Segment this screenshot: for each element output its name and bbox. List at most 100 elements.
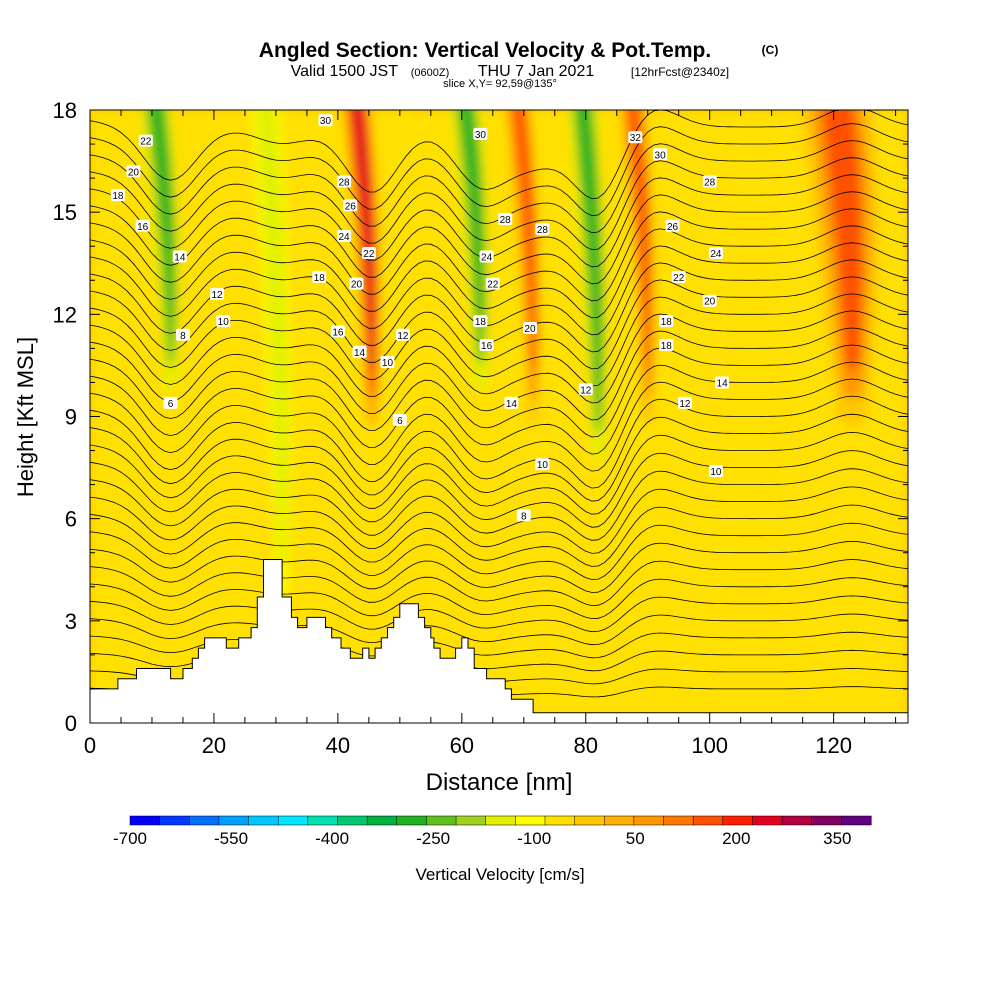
theta-contour-15 — [90, 413, 908, 502]
theta-contour-29 — [90, 174, 908, 268]
valid-date: THU 7 Jan 2021 — [478, 63, 595, 80]
contour-label-text: 10 — [710, 467, 722, 478]
colorbar-swatch — [574, 815, 605, 826]
valid-time-line: Valid 1500 JST (0600Z) THU 7 Jan 2021 [1… — [291, 63, 729, 80]
contour-label-bg — [702, 294, 717, 307]
contour-label: 28 — [337, 175, 352, 189]
velocity-feature-0-level-2 — [150, 110, 174, 338]
contour-label-text: 18 — [661, 317, 673, 328]
contour-label: 22 — [138, 134, 153, 148]
contour-label-text: 12 — [679, 399, 691, 410]
contour-label: 10 — [708, 464, 723, 478]
y-tick-label: 9 — [65, 405, 77, 430]
theta-contour-24 — [90, 259, 908, 353]
contour-label: 22 — [485, 277, 500, 291]
colorbar-swatch — [603, 815, 635, 826]
contour-label-bg — [337, 175, 352, 188]
contour-label-bg — [653, 148, 668, 161]
contour-label-bg — [175, 328, 190, 341]
colorbar-tick-label: 50 — [626, 829, 645, 848]
theta-contour-10 — [90, 504, 908, 567]
contour-label: 28 — [498, 212, 513, 226]
contour-label: 20 — [522, 321, 537, 335]
theta-contour-11 — [90, 486, 908, 554]
contour-label-text: 14 — [174, 252, 186, 263]
contour-label: 12 — [578, 383, 593, 396]
contour-label: 16 — [330, 325, 345, 338]
contour-label: 28 — [702, 175, 717, 189]
contour-label-text: 8 — [521, 511, 527, 522]
contour-label: 24 — [708, 247, 723, 260]
contour-label-text: 30 — [655, 150, 667, 161]
contour-label-text: 14 — [717, 378, 729, 389]
y-tick-label: 12 — [53, 302, 77, 327]
y-axis-label: Height [Kft MSL] — [13, 337, 38, 497]
x-tick-label: 40 — [326, 733, 350, 758]
contour-label: 8 — [175, 328, 190, 342]
contour-label: 16 — [135, 219, 150, 233]
theta-contour-30 — [90, 157, 908, 251]
contour-label-text: 20 — [524, 324, 536, 335]
x-tick-label: 100 — [691, 733, 728, 758]
contour-label-text: 18 — [314, 273, 326, 284]
colorbar-swatch — [841, 815, 872, 826]
theta-contour-17 — [90, 378, 908, 472]
contour-label-bg — [504, 396, 519, 409]
y-axis: 0 3 6 9 12 15 18 — [53, 98, 908, 736]
contour-label-text: 16 — [137, 222, 149, 233]
contour-label-text: 22 — [140, 137, 152, 148]
theta-contour-18 — [90, 361, 908, 455]
velocity-feature-1-level-2 — [260, 110, 286, 543]
contour-label: 18 — [312, 270, 327, 284]
contour-label-bg — [126, 165, 141, 178]
contour-label: 10 — [535, 458, 550, 471]
contour-label: 20 — [702, 294, 717, 308]
contour-label: 14 — [504, 396, 519, 410]
theta-contour-14 — [90, 431, 908, 515]
contour-label-text: 24 — [481, 252, 493, 263]
colorbar-label: Vertical Velocity [cm/s] — [415, 865, 584, 884]
contour-label: 24 — [479, 250, 494, 263]
contour-label-bg — [343, 199, 358, 212]
contour-label-bg — [659, 338, 674, 351]
contour-label-text: 30 — [320, 116, 332, 127]
velocity-feature-2-level-2 — [351, 110, 376, 373]
contour-label-bg — [708, 247, 723, 260]
colorbar-tick-label: -250 — [416, 829, 450, 848]
colorbar-swatch — [218, 815, 250, 826]
theta-contour-25 — [90, 242, 908, 336]
y-tick-label: 18 — [53, 98, 77, 123]
x-tick-label: 20 — [202, 733, 226, 758]
colorbar-swatch — [159, 815, 190, 826]
colorbar-swatch — [189, 815, 220, 826]
theta-contour-33 — [90, 110, 908, 200]
colorbar-swatch — [781, 815, 813, 826]
y-tick-label: 0 — [65, 711, 77, 736]
colorbar-swatch — [485, 815, 516, 826]
contour-label-text: 10 — [382, 358, 394, 369]
contour-label-text: 30 — [475, 130, 487, 141]
colorbar-swatch — [515, 815, 546, 826]
contour-label-text: 12 — [397, 331, 409, 342]
colorbar-tick-label: 350 — [823, 829, 851, 848]
x-tick-label: 80 — [574, 733, 598, 758]
contour-label-bg — [708, 464, 723, 477]
contour-label: 6 — [392, 413, 407, 427]
colorbar-tick-label: -400 — [315, 829, 349, 848]
contour-label: 14 — [715, 376, 730, 389]
contour-label-bg — [172, 250, 187, 263]
potential-temperature-contours — [90, 110, 908, 698]
contour-label-text: 18 — [661, 341, 673, 352]
x-axis: 0 20 40 60 80 100 120 — [84, 110, 897, 758]
velocity-region-base — [90, 110, 908, 723]
colorbar-swatch — [129, 815, 161, 826]
contour-label-bg — [318, 114, 333, 127]
terrain — [90, 559, 908, 723]
colorbar-swatch — [426, 815, 457, 826]
contour-label: 30 — [653, 148, 668, 161]
contour-label-text: 10 — [218, 317, 230, 328]
contour-label-text: 20 — [128, 167, 140, 178]
colorbar-swatch — [722, 815, 753, 826]
velocity-feature-7-level-2 — [821, 110, 862, 373]
contour-label-text: 22 — [487, 280, 499, 291]
